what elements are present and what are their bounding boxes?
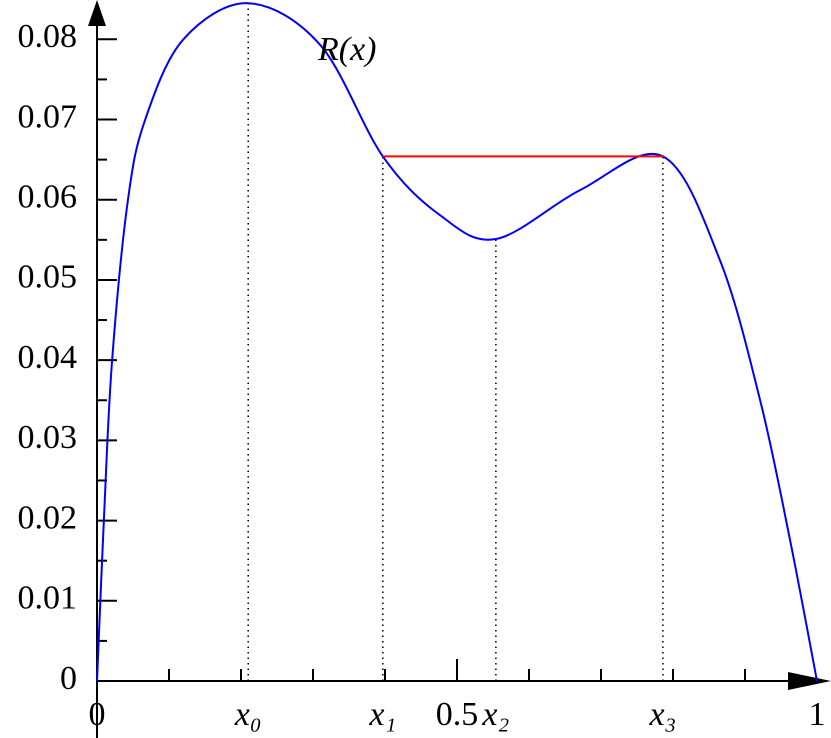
x-tick-label: x₁ — [368, 696, 396, 733]
y-tick-label: 0.01 — [18, 580, 78, 617]
y-tick-label: 0.07 — [18, 98, 78, 135]
curve — [96, 2, 818, 682]
y-tick-label: 0 — [60, 660, 77, 697]
y-tick-label: 0.05 — [18, 259, 78, 296]
y-tick-label: 0.03 — [18, 419, 78, 456]
curve-label: R(x) — [317, 31, 377, 68]
x-tick-label: x₀ — [234, 696, 262, 733]
y-tick-label: 0.08 — [18, 18, 78, 55]
x-tick-label: 0 — [89, 696, 106, 733]
y-tick-label: 0.02 — [18, 499, 78, 536]
x-tick-label: 0.5 — [436, 696, 479, 733]
y-tick-label: 0.04 — [18, 339, 78, 376]
x-axis-arrow — [788, 672, 831, 690]
x-tick-label: x₂ — [481, 696, 509, 733]
x-tick-label: 1 — [809, 696, 826, 733]
x-tick-label: x₃ — [648, 696, 676, 733]
y-axis-arrow — [88, 0, 106, 26]
y-tick-label: 0.06 — [18, 179, 78, 216]
